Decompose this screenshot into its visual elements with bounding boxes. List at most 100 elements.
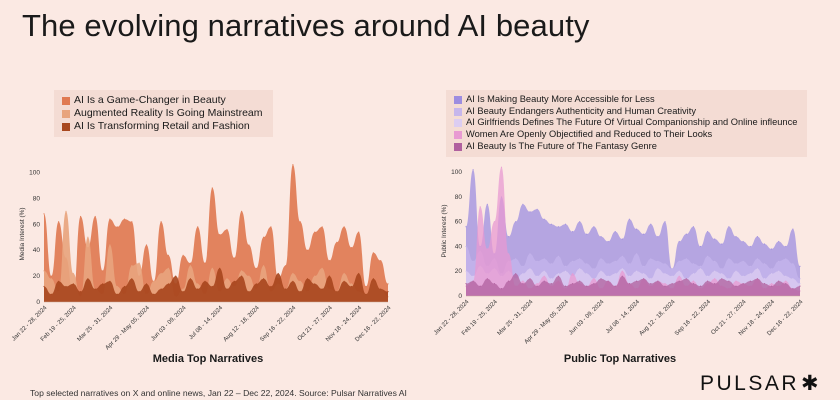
data-point [643,265,645,267]
y-tick-label: 60 [455,219,463,226]
data-point [197,288,199,290]
data-point [500,288,503,290]
data-point [372,252,374,254]
x-tick-label: Jul 08 - 14, 2024 [188,305,224,341]
data-point [358,231,360,233]
data-point [358,272,360,275]
legend-swatch [454,107,462,116]
data-point [671,283,673,285]
data-point [387,291,389,293]
data-point [314,231,316,233]
data-point [94,215,96,218]
data-point [593,226,595,228]
data-point [628,218,630,220]
data-point [721,273,723,275]
data-point [692,280,694,282]
data-point [299,221,301,223]
legend-item-4: Women Are Openly Objectified and Reduced… [454,129,797,141]
data-point [465,270,467,272]
data-point [292,164,294,166]
legend-swatch [62,109,70,118]
data-point [479,285,481,287]
data-point [607,263,609,265]
data-point [189,262,191,264]
data-point [543,270,545,272]
y-tick-label: 80 [33,195,41,202]
data-point [607,240,609,243]
data-point [131,265,133,267]
data-point [116,285,118,288]
data-point [664,221,666,223]
data-point [145,283,148,285]
data-point [167,267,169,269]
data-point [543,218,545,220]
data-point [756,258,758,260]
data-point [579,280,581,282]
data-point [614,285,616,287]
data-point [486,248,488,250]
data-point [87,278,89,280]
data-point [763,263,766,265]
y-tick-label: 60 [33,221,41,228]
data-point [628,263,630,265]
data-point [65,210,67,212]
page-title: The evolving narratives around AI beauty [22,8,590,43]
data-point [664,263,666,265]
data-point [299,291,301,293]
data-point [153,280,155,282]
data-point [586,285,588,287]
data-point [572,260,574,262]
data-point [536,283,538,285]
legend-label: AI Is Transforming Retail and Fashion [74,120,250,132]
data-point [678,260,680,262]
asterisk-icon: ✱ [801,372,819,395]
data-point [699,245,702,248]
data-point [763,243,766,245]
data-point [557,275,559,277]
data-point [600,236,602,238]
data-point [299,280,301,282]
data-point [536,275,538,277]
legend-item-5: AI Beauty Is The Future of The Fantasy G… [454,141,797,153]
data-point [219,267,221,269]
data-point [771,248,773,250]
media-chart-panel: Media Interest (%) 0 20 40 60 80 100 Jan 22 - 2… [8,70,408,380]
data-point [522,203,524,205]
legend-item-1: AI Is a Game-Changer in Beauty [62,94,263,107]
data-point [508,236,510,238]
data-point [714,238,716,240]
data-point [241,270,243,272]
data-point [226,228,228,231]
data-point [321,267,323,269]
data-point [472,260,474,262]
data-point [564,285,567,287]
data-point [343,226,345,228]
data-point [621,270,623,272]
data-point [735,270,737,272]
data-point [270,285,272,288]
data-point [116,293,118,295]
data-point [778,260,780,262]
data-point [593,268,595,270]
x-tick-label: Jul 08 - 14, 2024 [605,299,641,335]
data-point [80,215,82,218]
data-point [292,272,294,275]
data-point [263,236,265,238]
data-point [699,268,702,270]
y-tick-label: 100 [451,169,462,176]
data-point [306,278,309,280]
data-point [778,280,780,282]
data-point [579,268,581,270]
data-point [607,275,609,277]
data-point [321,226,323,228]
data-point [204,262,206,264]
y-tick-label: 40 [33,247,41,254]
data-point [593,278,595,280]
data-point [80,291,82,293]
data-point [650,258,652,260]
data-point [728,278,730,280]
data-point [621,238,623,240]
data-point [778,270,780,272]
data-point [735,263,737,265]
data-point [792,263,794,265]
